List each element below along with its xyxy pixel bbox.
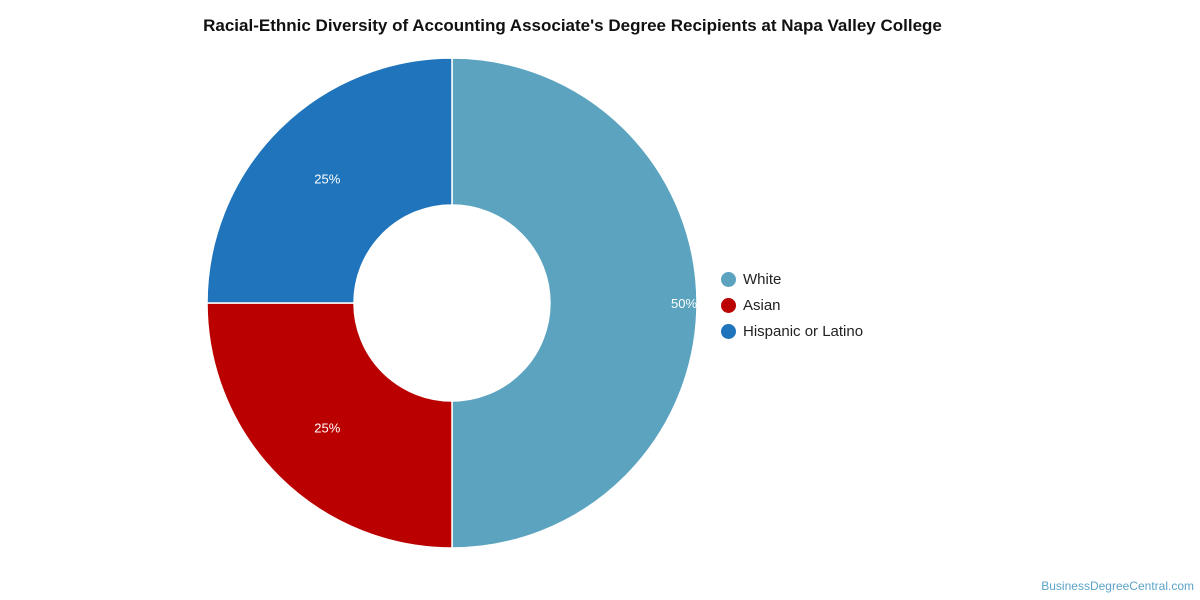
slice-label: 50% — [671, 296, 697, 311]
chart-slices — [206, 57, 698, 549]
legend-swatch — [721, 297, 736, 313]
legend-label: Asian — [743, 296, 781, 314]
legend-item-hispanic-or-latino[interactable]: Hispanic or Latino — [721, 318, 863, 344]
legend-item-asian[interactable]: Asian — [721, 292, 863, 318]
slice-hispanic-or-latino[interactable] — [206, 57, 453, 304]
chart-slice-labels: 50% 25% 25% — [314, 171, 697, 435]
chart-legend: White Asian Hispanic or Latino — [721, 266, 863, 344]
legend-label: White — [743, 270, 782, 288]
source-watermark[interactable]: BusinessDegreeCentral.com — [1041, 579, 1194, 593]
legend-swatch — [721, 323, 736, 339]
chart-title: Racial-Ethnic Diversity of Accounting As… — [203, 16, 942, 35]
slice-label: 25% — [314, 421, 340, 436]
slice-label: 25% — [314, 171, 340, 186]
legend-item-white[interactable]: White — [721, 266, 863, 292]
legend-label: Hispanic or Latino — [743, 322, 864, 340]
slice-asian[interactable] — [206, 302, 453, 549]
slice-white[interactable] — [451, 57, 698, 549]
legend-swatch — [721, 271, 736, 287]
